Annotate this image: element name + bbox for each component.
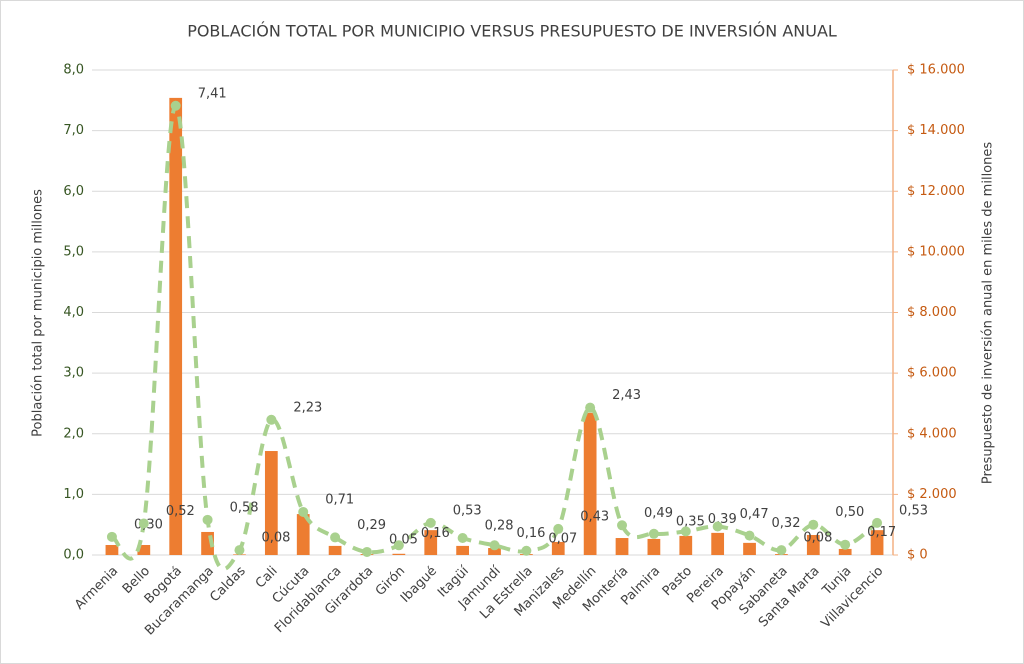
bar [456,545,469,555]
data-label: 0,50 [835,505,864,520]
chart-title: POBLACIÓN TOTAL POR MUNICIPIO VERSUS PRE… [187,22,837,41]
data-label: 0,53 [899,503,928,518]
data-label: 0,16 [517,526,546,541]
data-label: 0,49 [644,506,673,521]
bar [264,451,278,555]
y-tick-label: 4,0 [63,305,84,320]
bar [328,545,342,555]
bar [647,538,661,555]
data-label: 0,16 [421,526,450,541]
point [393,540,404,551]
point [330,532,341,543]
data-label: 0,28 [485,519,514,534]
bar [551,541,565,555]
data-label: 2,23 [293,400,322,415]
point [776,545,787,556]
bar [424,530,438,555]
y2-tick-label: $ 0 [907,548,928,563]
point [680,526,691,537]
bar [169,97,183,555]
data-label: 0,43 [580,509,609,524]
y2-tick-label: $ 16.000 [907,63,965,78]
point [585,402,596,413]
point [553,523,564,534]
bar [870,530,884,555]
data-label: 0,17 [867,525,896,540]
point [266,414,277,425]
bar [743,542,756,555]
y-tick-label: 5,0 [63,244,84,259]
point [138,518,149,529]
bar [806,534,820,555]
y2-axis-title: Presupuesto de inversión anual en miles … [981,142,996,484]
bar [137,544,151,555]
point [202,514,213,525]
data-label: 0,47 [740,507,769,522]
data-label: 0,08 [261,531,290,546]
y-tick-label: 7,0 [63,123,84,138]
data-label: 0,53 [453,503,482,518]
bar [838,548,852,555]
point [361,546,372,557]
data-label: 0,71 [325,492,354,507]
y-tick-label: 1,0 [63,487,84,502]
y2-tick-label: $ 2.000 [907,487,957,502]
bar [615,538,629,555]
y-tick-label: 2,0 [63,426,84,441]
point [489,540,500,551]
data-label: 0,58 [230,500,259,515]
data-label: 0,35 [676,514,705,529]
point [425,517,436,528]
point [170,100,181,111]
y-tick-label: 6,0 [63,184,84,199]
y2-tick-label: $ 8.000 [907,305,957,320]
y-tick-label: 0,0 [63,548,84,563]
data-label: 0,52 [166,504,195,519]
point [712,521,723,532]
y-axis-title: Población total por municipio millones [31,189,46,437]
bar [296,514,310,555]
point [648,528,659,539]
bar [679,535,693,555]
y2-tick-label: $ 12.000 [907,184,965,199]
data-label: 0,08 [803,531,832,546]
data-label: 2,43 [612,388,641,403]
data-label: 7,41 [198,86,227,101]
point [457,533,468,544]
point [106,531,117,542]
data-label: 0,29 [357,518,386,533]
bar [392,553,406,555]
bar [488,548,501,555]
data-label: 0,32 [772,516,801,531]
data-label: 0,07 [548,531,577,546]
bar [711,532,725,555]
point [521,545,532,556]
y2-tick-label: $ 14.000 [907,123,965,138]
point [840,539,851,550]
point [617,520,628,531]
bar [583,412,597,555]
y2-tick-label: $ 6.000 [907,366,957,381]
point [744,530,755,541]
point [298,506,309,517]
y-tick-label: 8,0 [63,63,84,78]
point [872,517,883,528]
y2-tick-label: $ 10.000 [907,244,965,259]
point [808,519,819,530]
bar [105,544,119,555]
y2-tick-label: $ 4.000 [907,426,957,441]
point [234,545,245,556]
y-tick-label: 3,0 [63,366,84,381]
